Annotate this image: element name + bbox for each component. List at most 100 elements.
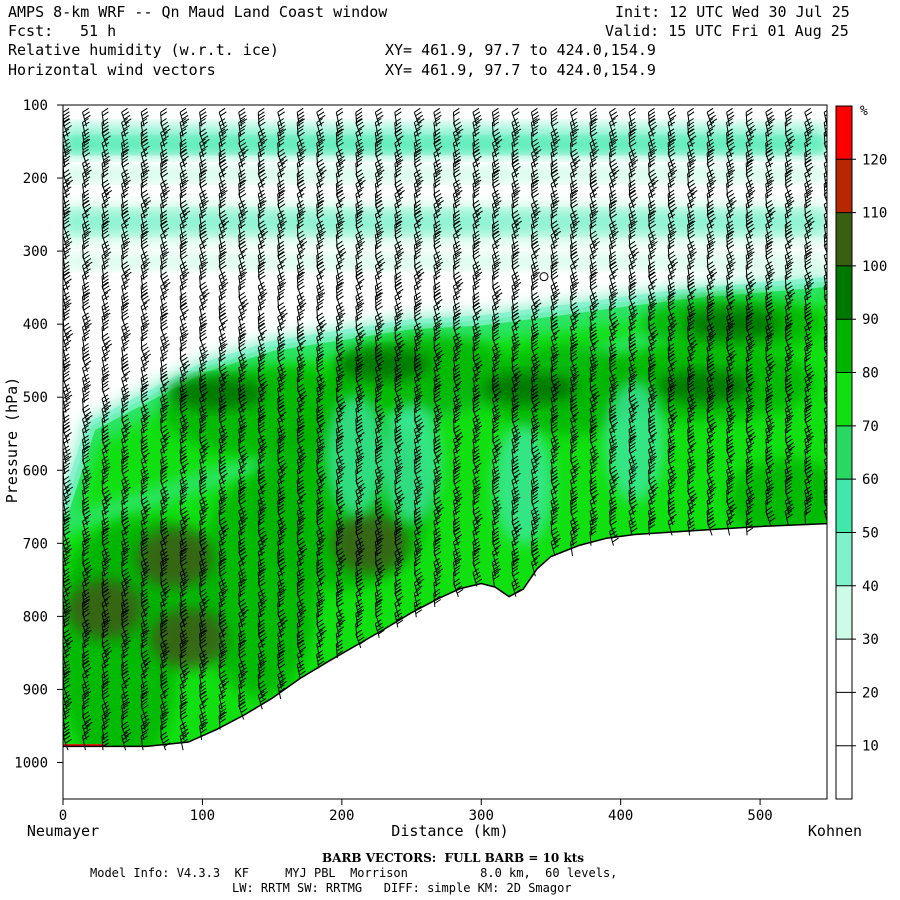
- wind-barb-962: [374, 302, 383, 321]
- wind-barb-728: [277, 680, 286, 700]
- wind-barb-1943: [804, 455, 812, 475]
- wind-barb-1608: [648, 363, 656, 383]
- wind-barb-967: [374, 353, 385, 372]
- wind-barb-1449: [570, 455, 581, 475]
- wind-barb-1746: [706, 516, 716, 536]
- wind-barb-766: [296, 486, 306, 505]
- wind-barb-1345: [530, 291, 542, 311]
- wind-barb-358: [160, 598, 168, 618]
- wind-barb-254: [140, 169, 149, 188]
- wind-barb-1019: [394, 363, 403, 383]
- wind-barb-1174: [452, 445, 461, 464]
- wind-barb-1343: [530, 271, 539, 290]
- wind-barb-1839: [765, 210, 774, 229]
- wind-barb-1283: [511, 138, 519, 158]
- wind-barb-1877: [784, 189, 795, 209]
- wind-barb-887: [335, 608, 346, 628]
- wind-barb-188: [121, 128, 129, 147]
- wind-barb-1678: [687, 240, 697, 260]
- wind-barb-1357: [530, 414, 540, 434]
- wind-barb-1314: [511, 455, 519, 475]
- wind-barb-139: [101, 261, 109, 280]
- wind-barb-80: [82, 291, 90, 311]
- wind-barb-1037: [394, 547, 405, 567]
- wind-barb-1417: [570, 128, 578, 147]
- wind-barb-327: [160, 281, 169, 301]
- wind-barb-385: [179, 240, 187, 260]
- wind-barb-1407: [550, 465, 558, 485]
- wind-barb-1200: [472, 230, 481, 250]
- wind-barb-113: [82, 629, 91, 649]
- wind-barb-679: [277, 179, 286, 198]
- wind-barb-1010: [394, 271, 402, 290]
- wind-barb-420: [179, 598, 188, 618]
- wind-barb-1886: [784, 281, 796, 301]
- wind-barb-759: [296, 414, 305, 434]
- wind-barb-951: [374, 189, 383, 209]
- wind-barb-1875: [784, 169, 792, 188]
- wind-barb-1273: [491, 506, 501, 526]
- wind-barb-867: [335, 404, 345, 424]
- wind-barb-573: [238, 291, 249, 311]
- wind-barb-604: [238, 608, 247, 628]
- wind-barb-527: [218, 435, 227, 454]
- wind-barb-1164: [452, 343, 462, 362]
- wind-barb-1138: [433, 568, 442, 587]
- wind-barb-1061: [413, 281, 422, 301]
- wind-barb-613: [238, 701, 248, 720]
- wind-barb-1137: [433, 557, 444, 577]
- wind-barb-718: [277, 578, 287, 597]
- wind-barb-311: [160, 118, 171, 137]
- wind-barb-907: [355, 271, 365, 291]
- wind-barb-506: [218, 220, 228, 239]
- wind-barb-382: [179, 210, 189, 229]
- wind-barb-1044: [413, 107, 425, 127]
- wind-barb-1398: [550, 373, 561, 393]
- wind-barb-163: [101, 506, 110, 526]
- wind-barb-1165: [452, 353, 461, 372]
- wind-barb-1179: [452, 496, 462, 516]
- wind-barb-1056: [413, 230, 423, 250]
- wind-barb-246: [121, 721, 132, 741]
- wind-barb-184: [101, 721, 109, 740]
- wind-barb-1593: [648, 210, 656, 229]
- wind-barb-1748: [726, 118, 734, 137]
- barb-note: BARB VECTORS: FULL BARB = 10 kts: [322, 851, 585, 865]
- wind-barb-148: [101, 353, 110, 372]
- wind-barb-1293: [511, 240, 520, 260]
- wind-barb-1476: [589, 291, 600, 311]
- wind-barbs: [63, 107, 827, 751]
- wind-barb-722: [277, 619, 286, 638]
- wind-barb-757: [296, 394, 306, 413]
- wind-barb-278: [140, 414, 149, 434]
- calm-circle-marker: [539, 272, 549, 282]
- wind-barb-1160: [452, 302, 462, 321]
- wind-barb-1908: [784, 506, 793, 526]
- wind-barb-1577: [628, 465, 637, 485]
- wind-barb-257: [140, 199, 150, 219]
- wind-barb-1559: [628, 281, 636, 301]
- wind-barb-186: [121, 107, 132, 127]
- wind-barb-1546: [628, 148, 639, 168]
- wind-barb-837: [316, 649, 325, 669]
- wind-barb-389: [179, 281, 187, 301]
- wind-barb-1227: [472, 506, 483, 526]
- wind-barb-217: [121, 424, 130, 444]
- y-tick-label-800: 800: [23, 609, 48, 625]
- wind-barb-678: [277, 169, 285, 188]
- wind-barb-92: [82, 414, 91, 434]
- wind-barb-98: [82, 476, 91, 495]
- wind-barb-684: [277, 230, 285, 250]
- wind-barb-354: [160, 557, 168, 577]
- wind-barb-336: [160, 373, 170, 393]
- wind-barb-52: [63, 639, 72, 659]
- wind-barb-659: [257, 568, 265, 587]
- wind-barb-628: [257, 251, 266, 270]
- wind-barb-1133: [433, 516, 441, 536]
- wind-barb-609: [238, 660, 248, 679]
- wind-barb-1018: [394, 353, 402, 372]
- wind-barb-1205: [472, 281, 480, 301]
- wind-barb-892: [355, 118, 365, 137]
- wind-barb-1555: [628, 240, 640, 260]
- wind-barb-1098: [433, 158, 443, 178]
